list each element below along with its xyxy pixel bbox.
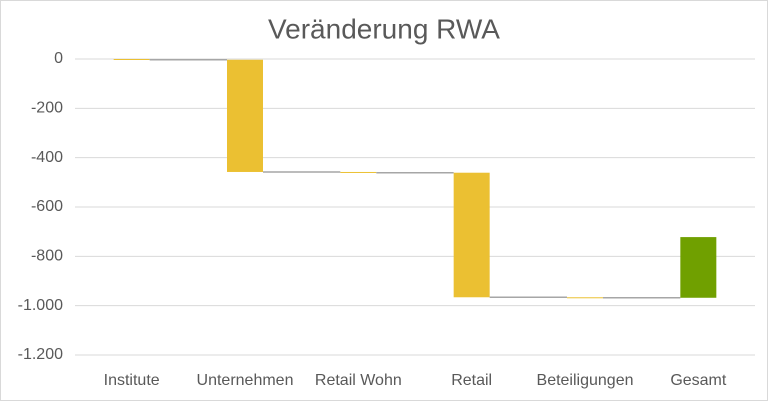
bar bbox=[113, 59, 150, 60]
x-tick-label: Retail bbox=[451, 372, 492, 389]
y-tick-label: -400 bbox=[31, 149, 63, 166]
bar bbox=[567, 297, 603, 299]
y-tick-label: -1.200 bbox=[18, 346, 63, 363]
x-tick-label: Beteiligungen bbox=[537, 372, 634, 389]
x-tick-label: Retail Wohn bbox=[315, 372, 402, 389]
y-tick-label: -800 bbox=[31, 248, 63, 265]
x-tick-label: Unternehmen bbox=[197, 372, 294, 389]
x-tick-label: Institute bbox=[104, 372, 160, 389]
x-tick-label: Gesamt bbox=[670, 372, 727, 389]
y-tick-label: -200 bbox=[31, 100, 63, 117]
y-tick-label: -1.000 bbox=[18, 297, 63, 314]
y-tick-label: 0 bbox=[54, 50, 63, 67]
bar bbox=[340, 171, 377, 173]
bar bbox=[680, 237, 717, 298]
bar bbox=[453, 172, 490, 298]
chart-title: Veränderung RWA bbox=[268, 13, 500, 44]
y-tick-label: -600 bbox=[31, 198, 63, 215]
bar bbox=[227, 59, 263, 172]
